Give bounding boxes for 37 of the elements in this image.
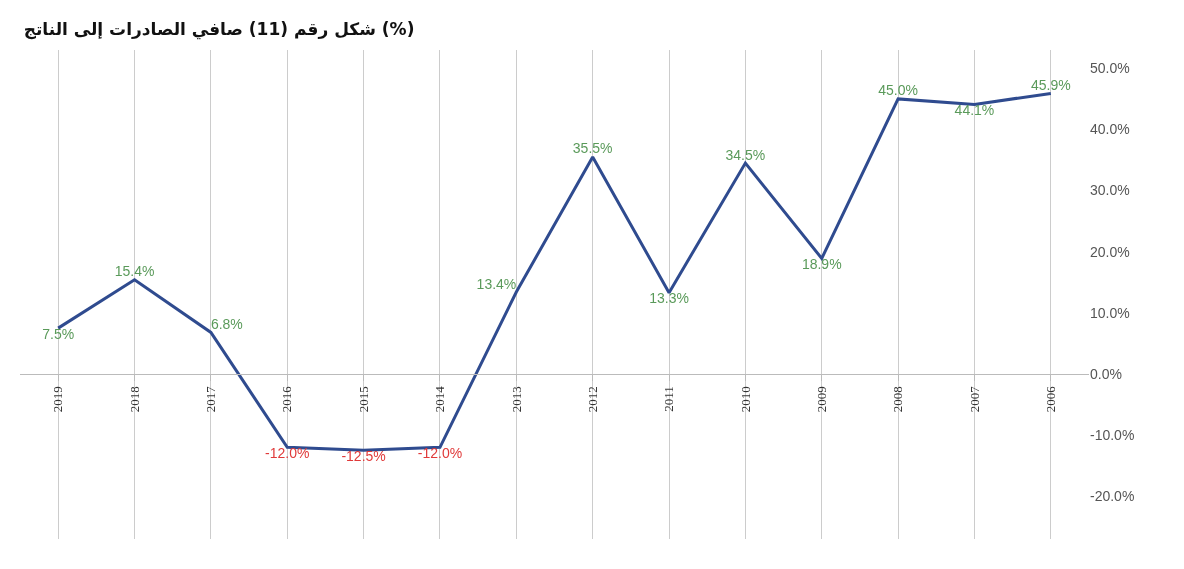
y-tick-label: 50.0%	[1090, 60, 1130, 77]
y-tick-label: 10.0%	[1090, 304, 1130, 321]
x-tick-label: 2006	[1043, 385, 1059, 413]
y-tick-label: -20.0%	[1090, 488, 1135, 505]
data-label: -12.5%	[341, 447, 386, 464]
data-label: 18.9%	[801, 255, 842, 272]
y-tick-label: 40.0%	[1090, 121, 1130, 138]
x-tick-label: 2008	[890, 386, 906, 413]
x-tick-label: 2013	[508, 386, 524, 413]
x-tick-label: 2017	[203, 385, 219, 413]
data-label: 6.8%	[210, 315, 243, 332]
data-label: 35.5%	[572, 140, 613, 157]
y-tick-label: 30.0%	[1090, 182, 1130, 199]
data-label: 13.4%	[476, 275, 517, 292]
x-tick-label: 2016	[279, 385, 295, 413]
y-tick-label: 0.0%	[1090, 365, 1122, 382]
data-label: 13.3%	[649, 290, 689, 307]
data-label: 15.4%	[114, 263, 155, 280]
x-tick-label: 2019	[50, 386, 66, 413]
x-tick-label: 2010	[737, 386, 753, 413]
x-tick-label: 2009	[813, 386, 829, 413]
x-tick-label: 2012	[584, 386, 600, 413]
data-label: 34.5%	[725, 146, 766, 163]
data-label: -12.0%	[265, 444, 310, 461]
y-tick-label: -10.0%	[1090, 426, 1135, 443]
data-label: 45.0%	[878, 82, 918, 99]
x-tick-label: 2007	[966, 385, 982, 413]
data-label: 44.1%	[954, 101, 995, 118]
x-tick-label: 2014	[432, 385, 448, 413]
y-tick-label: 20.0%	[1090, 243, 1130, 260]
x-tick-label: 2018	[126, 386, 142, 413]
chart-title: شكل رقم (11) صافي الصادرات إلى الناتج (%)	[23, 18, 415, 40]
data-label: -12.0%	[417, 444, 463, 461]
data-label: 7.5%	[42, 325, 75, 342]
x-tick-label: 2015	[355, 386, 371, 413]
x-tick-label: 2011	[661, 386, 677, 412]
data-label: 45.9%	[1030, 76, 1071, 93]
